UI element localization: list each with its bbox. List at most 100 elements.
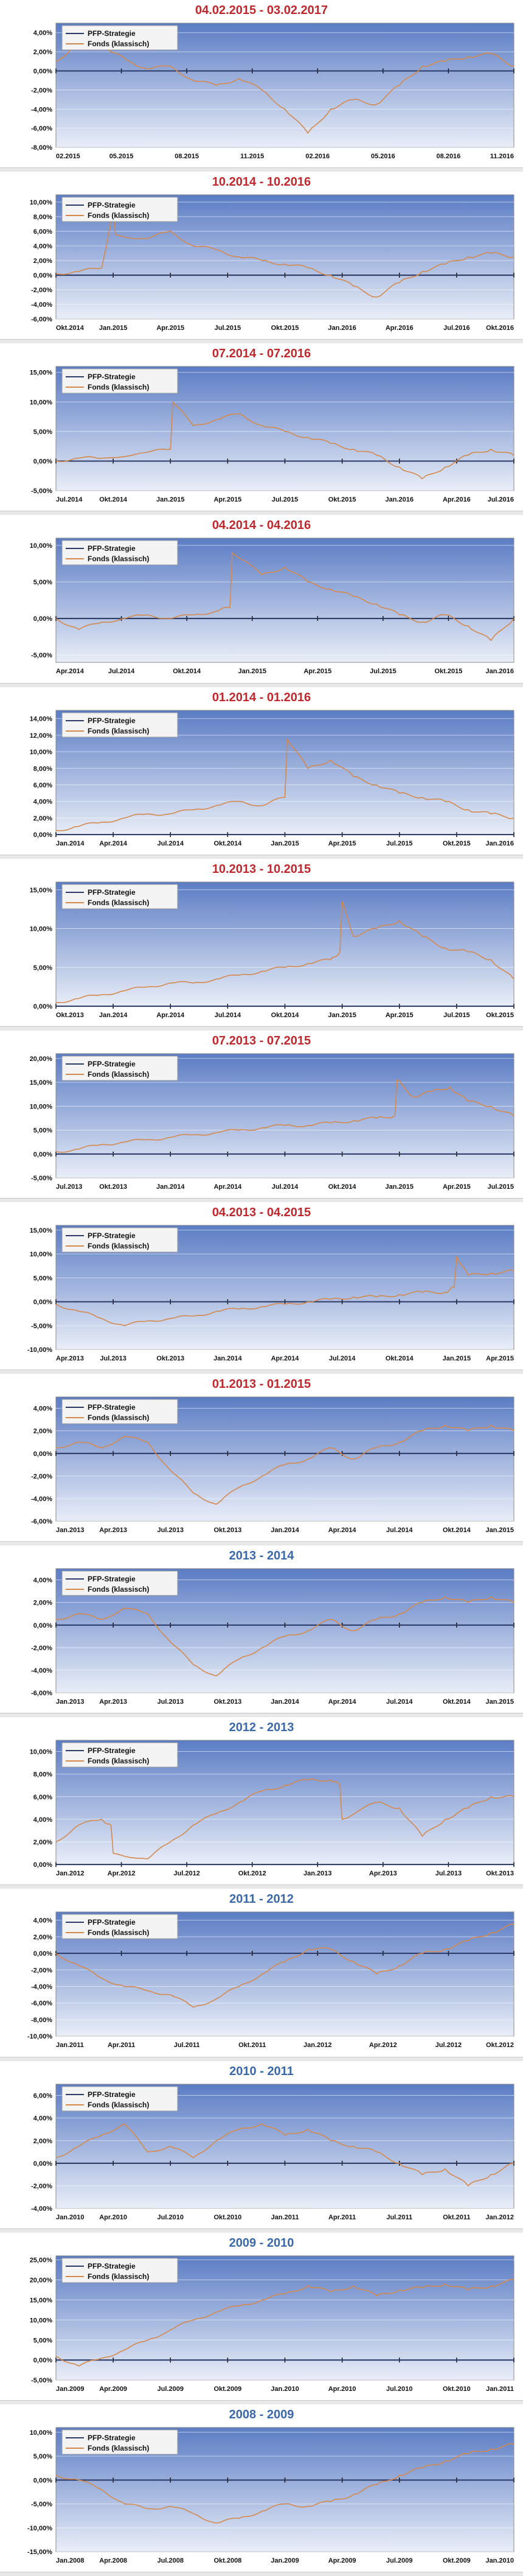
x-tick-label: Jan.2010: [56, 2214, 84, 2221]
y-tick-label: 10,00%: [30, 1749, 53, 1756]
legend-label: Fonds (klassisch): [88, 555, 149, 563]
legend-label: PFP-Strategie: [88, 29, 136, 38]
x-tick-label: Jan.2016: [328, 324, 356, 332]
x-tick-label: Jul.2016: [443, 324, 469, 332]
chart-title: 2009 - 2010: [229, 2236, 294, 2250]
x-tick-label: Okt.2014: [213, 840, 242, 847]
panel-separator: [0, 2571, 523, 2576]
y-tick-label: 10,00%: [30, 1103, 53, 1110]
x-tick-label: Apr.2015: [303, 668, 331, 676]
y-tick-label: -2,00%: [31, 1473, 52, 1480]
legend-box: [61, 25, 178, 51]
x-tick-label: Apr.2014: [156, 1012, 185, 1019]
x-tick-label: Apr.2015: [156, 324, 184, 332]
y-tick-label: 0,00%: [33, 1861, 52, 1869]
panel-separator: [0, 1026, 523, 1031]
panel-separator: [0, 1541, 523, 1546]
series-line-fund: [55, 1079, 514, 1153]
y-tick-label: 0,00%: [33, 615, 52, 623]
x-tick-label: Jan.2015: [238, 668, 266, 676]
x-tick-label: Apr.2014: [271, 1355, 300, 1362]
x-tick-label: Jan.2012: [56, 1870, 84, 1877]
y-tick-label: 0,00%: [33, 1003, 52, 1010]
chart-title: 2008 - 2009: [229, 2407, 294, 2421]
x-tick-label: Okt.2008: [213, 2557, 241, 2564]
legend-label: PFP-Strategie: [88, 544, 136, 553]
x-tick-label: Jan.2014: [213, 1355, 242, 1362]
x-tick-label: Apr.2015: [328, 840, 356, 847]
y-tick-label: 15,00%: [30, 369, 53, 377]
line-chart: 4,00% 2,00% 0,00% -2,00% -4,00% -6,00% -8,00% 0…: [31, 23, 514, 160]
y-tick-label: 10,00%: [30, 2317, 53, 2324]
legend-box: [61, 368, 178, 394]
chart-panel: 01.2014 - 01.2016 14,00% 12,00% 10,00% 8,00%…: [0, 687, 523, 859]
x-tick-label: Jan.2016: [386, 496, 414, 503]
y-tick-label: 4,00%: [33, 1577, 52, 1584]
legend-label: PFP-Strategie: [88, 2262, 136, 2270]
x-tick-label: Jul.2014: [108, 668, 135, 676]
line-chart: 20,00% 15,00% 10,00% 5,00% 0,00% -5,00% Jul.20…: [30, 1053, 514, 1191]
x-tick-label: Jul.2011: [386, 2214, 412, 2221]
legend-label: PFP-Strategie: [88, 716, 136, 725]
x-tick-label: Okt.2014: [56, 324, 85, 332]
x-tick-label: Jan.2008: [56, 2557, 84, 2564]
panel-separator: [0, 2228, 523, 2233]
series-line-fund: [56, 1424, 514, 1505]
y-tick-label: 0,00%: [33, 2477, 52, 2484]
x-tick-label: Apr.2013: [99, 1698, 127, 1706]
legend-label: Fonds (klassisch): [88, 40, 149, 48]
x-tick-label: Okt.2011: [443, 2214, 470, 2221]
y-tick-label: 5,00%: [33, 1127, 52, 1134]
x-tick-label: Apr.2010: [328, 2385, 356, 2393]
legend-label: PFP-Strategie: [88, 201, 136, 209]
legend-box: [61, 540, 178, 565]
legend-box: [61, 1399, 178, 1424]
y-tick-label: 2,00%: [33, 49, 52, 56]
chart-panel: 2009 - 2010 25,00% 20,00% 15,00% 10,00% 5,00%…: [0, 2232, 523, 2404]
chart-panel: 2010 - 2011 6,00% 4,00% 2,00% 0,00% -2,00% -4,…: [0, 2060, 523, 2233]
y-tick-label: -10,00%: [27, 1346, 52, 1354]
x-tick-label: Jul.2011: [174, 2042, 200, 2049]
panel-separator: [0, 1713, 523, 1718]
y-tick-label: -15,00%: [27, 2549, 52, 2556]
y-tick-label: 5,00%: [33, 964, 52, 971]
panel-separator: [0, 854, 523, 859]
legend-box: [61, 1570, 178, 1596]
y-tick-label: 2,00%: [33, 2137, 52, 2144]
line-chart: 14,00% 12,00% 10,00% 8,00% 6,00% 4,00% 2,00% 0,…: [30, 710, 514, 847]
x-tick-label: Jan.2011: [56, 2042, 84, 2049]
panel-separator: [0, 511, 523, 516]
legend-label: Fonds (klassisch): [88, 383, 149, 391]
legend-label: PFP-Strategie: [88, 1575, 136, 1583]
x-tick-label: Okt.2009: [213, 2385, 241, 2393]
chart-panel: 07.2014 - 07.2016 15,00% 10,00% 5,00% 0,00% -…: [0, 343, 523, 516]
x-tick-label: Apr.2009: [328, 2557, 356, 2564]
series-line-fund: [55, 1256, 514, 1326]
x-tick-label: 05.2015: [109, 153, 134, 160]
y-tick-label: 6,00%: [33, 2092, 52, 2099]
x-tick-label: Apr.2015: [213, 496, 241, 503]
y-tick-label: 6,00%: [33, 782, 52, 789]
x-tick-label: Okt.2014: [173, 668, 201, 676]
line-chart: 10,00% 5,00% 0,00% -5,00% -10,00% -15,00% Jan.…: [27, 2427, 514, 2564]
y-tick-label: 0,00%: [33, 1451, 52, 1458]
series-line-fund: [55, 551, 514, 642]
x-tick-label: Apr.2013: [369, 1870, 397, 1877]
x-tick-label: Jan.2013: [56, 1527, 84, 1534]
x-tick-label: Apr.2015: [386, 1012, 414, 1019]
y-tick-label: 0,00%: [33, 1622, 52, 1629]
y-tick-label: 5,00%: [33, 1275, 52, 1282]
legend-label: Fonds (klassisch): [88, 1242, 149, 1250]
x-tick-label: Jan.2011: [486, 2385, 514, 2393]
x-tick-label: Apr.2015: [486, 1355, 514, 1362]
y-tick-label: -6,00%: [31, 125, 52, 133]
x-tick-label: Okt.2012: [486, 2042, 514, 2049]
y-tick-label: 0,00%: [33, 68, 52, 75]
chart-title: 04.2013 - 04.2015: [212, 1205, 311, 1219]
x-tick-label: 08.2015: [175, 153, 199, 160]
legend-box: [61, 1914, 178, 1939]
legend-box: [61, 2258, 178, 2283]
y-tick-label: -5,00%: [31, 653, 52, 660]
x-tick-label: Jan.2009: [56, 2385, 84, 2393]
